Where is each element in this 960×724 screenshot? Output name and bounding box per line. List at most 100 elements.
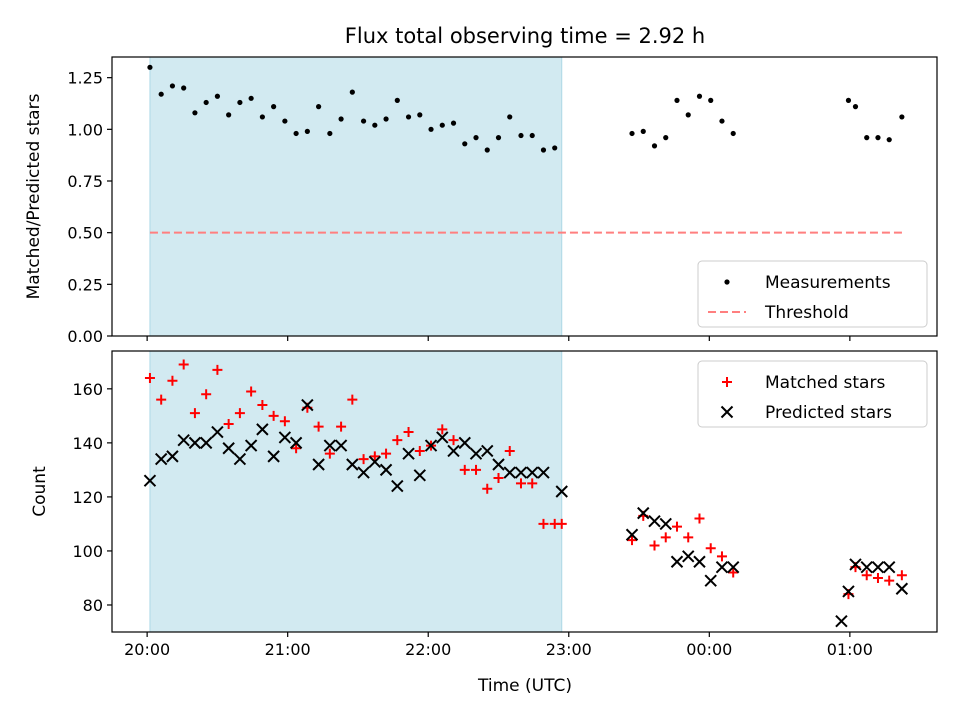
series-matched-stars xyxy=(144,359,907,600)
data-point xyxy=(259,114,265,120)
data-point xyxy=(223,418,234,429)
data-point xyxy=(177,433,190,447)
data-point xyxy=(872,572,883,583)
data-point xyxy=(649,540,660,551)
data-point xyxy=(448,435,459,446)
data-point xyxy=(625,528,639,541)
data-point xyxy=(237,99,243,106)
data-point xyxy=(324,448,335,459)
data-point xyxy=(660,532,671,543)
data-point xyxy=(178,359,189,370)
y-tick-label: 120 xyxy=(72,488,103,507)
data-point xyxy=(167,375,178,386)
data-point xyxy=(842,585,855,598)
data-point xyxy=(256,423,269,436)
data-point xyxy=(347,394,358,405)
data-point xyxy=(188,436,202,450)
data-point xyxy=(514,466,528,479)
data-point xyxy=(529,132,535,139)
data-point xyxy=(674,97,680,103)
legend-label: Predicted stars xyxy=(765,403,892,423)
data-point xyxy=(268,410,279,421)
data-point xyxy=(526,466,539,479)
legend-label: Measurements xyxy=(765,273,891,293)
data-point xyxy=(884,575,895,586)
data-point xyxy=(482,483,493,494)
data-point xyxy=(728,567,739,578)
data-point xyxy=(883,560,896,574)
data-point xyxy=(304,128,310,134)
data-point xyxy=(552,145,558,151)
data-point xyxy=(860,560,873,574)
data-point xyxy=(154,452,168,466)
data-point xyxy=(682,550,695,563)
data-point xyxy=(271,104,277,110)
x-tick-label: 23:00 xyxy=(546,640,592,659)
data-point xyxy=(413,469,427,482)
data-point xyxy=(637,506,650,520)
data-point xyxy=(875,135,881,141)
data-point xyxy=(540,147,547,153)
data-point xyxy=(327,130,333,137)
data-point xyxy=(484,147,490,153)
data-point xyxy=(360,118,367,124)
data-point xyxy=(316,104,322,110)
data-point xyxy=(392,435,403,446)
data-point xyxy=(312,458,325,471)
data-point xyxy=(556,518,567,529)
data-point xyxy=(257,400,268,411)
legend-marker xyxy=(722,377,732,387)
data-point xyxy=(278,431,292,444)
data-point xyxy=(450,120,457,126)
data-point xyxy=(670,555,684,568)
data-point xyxy=(402,447,415,460)
data-point xyxy=(716,551,727,562)
data-point xyxy=(685,112,691,118)
data-point xyxy=(493,472,504,483)
data-point xyxy=(379,463,393,477)
data-point xyxy=(886,137,892,143)
data-point xyxy=(267,450,280,463)
data-point xyxy=(469,447,483,460)
data-point xyxy=(864,135,870,141)
data-point xyxy=(694,513,705,524)
data-point xyxy=(871,560,885,574)
x-tick-label: 21:00 xyxy=(265,640,311,659)
data-point xyxy=(527,478,538,489)
data-point xyxy=(368,455,382,468)
data-point xyxy=(845,97,852,103)
data-point xyxy=(369,451,380,462)
data-point xyxy=(211,425,224,439)
legend: Measurements Threshold xyxy=(697,260,928,328)
data-point xyxy=(226,112,232,118)
data-point xyxy=(203,99,209,106)
data-point xyxy=(896,570,907,581)
data-point xyxy=(214,93,221,99)
data-point xyxy=(730,130,736,137)
data-point xyxy=(222,442,235,455)
data-point xyxy=(693,555,706,568)
x-tick-label: 00:00 xyxy=(686,640,732,659)
x-tick-label: 01:00 xyxy=(827,640,873,659)
data-point xyxy=(507,114,513,120)
data-point xyxy=(555,485,568,498)
panel-counts: 80 100 120 140 160 20:00 21:00 22:00 23:00 00:00 0… xyxy=(30,350,938,659)
data-point xyxy=(651,143,658,149)
data-point xyxy=(447,444,460,458)
data-point xyxy=(627,535,638,546)
data-point xyxy=(640,128,646,134)
data-point xyxy=(473,135,479,141)
data-point xyxy=(629,130,635,137)
data-point xyxy=(538,518,549,529)
data-point xyxy=(346,458,359,471)
data-point xyxy=(357,466,370,479)
y-tick-label: 0.25 xyxy=(67,275,103,294)
data-point xyxy=(683,532,694,543)
legend-marker xyxy=(720,405,734,419)
data-point xyxy=(334,439,348,452)
legend-marker xyxy=(724,279,730,285)
data-point xyxy=(424,439,438,452)
data-point xyxy=(462,141,468,147)
data-point xyxy=(899,114,905,120)
data-point xyxy=(417,112,423,118)
